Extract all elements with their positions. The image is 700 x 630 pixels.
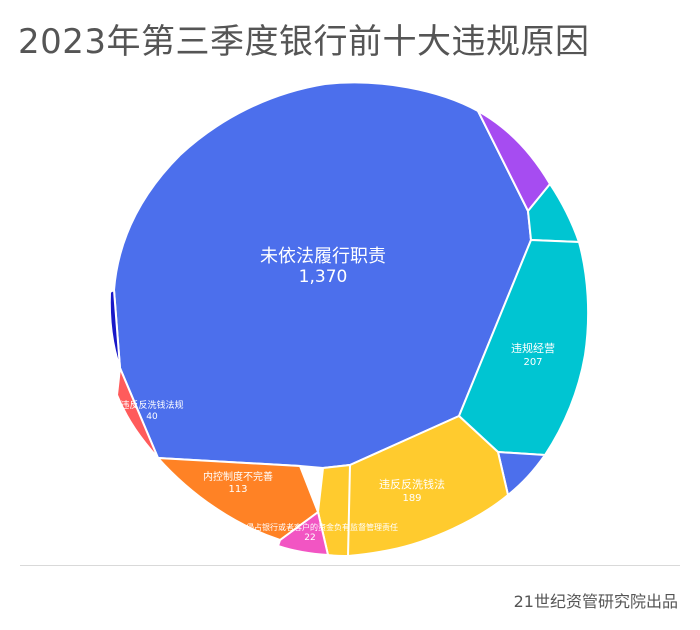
treemap-cell [108,288,121,369]
cell-value: 207 [523,357,542,368]
cell-value: 1,370 [299,267,348,287]
cell-label: 违反反洗钱法 [379,477,445,491]
cell-label: 违反反洗钱法规 [120,399,183,411]
treemap-cell [115,364,159,459]
treemap-cell [155,456,320,542]
footer-divider [20,565,680,566]
chart-title: 2023年第三季度银行前十大违规原因 [18,22,590,62]
cell-value: 113 [228,484,247,495]
cell-value: 40 [146,412,158,422]
treemap-cell [276,510,330,557]
cell-label: 未依法履行职责 [260,246,386,267]
cell-label: 内控制度不完善 [203,470,273,483]
cell-label: 挪用、侵占银行或者客户的资金负有监督管理责任 [222,522,398,532]
treemap-cell [326,414,510,558]
cell-label: 违规经营 [511,341,555,355]
treemap-cell [457,238,590,457]
cell-value: 189 [402,493,421,504]
cell-value: 22 [304,533,315,543]
source-credit: 21世纪资管研究院出品 [513,592,678,611]
